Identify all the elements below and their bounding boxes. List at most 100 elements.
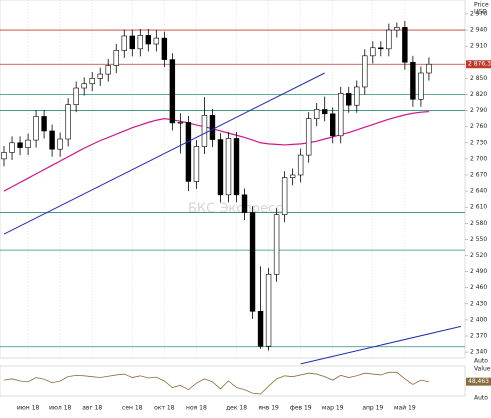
x-tick-label: мар 19 bbox=[322, 405, 344, 412]
y-tick-label: 2 370 bbox=[470, 332, 487, 339]
y-tick-label: 2 910 bbox=[470, 43, 487, 50]
candle-body bbox=[177, 122, 184, 124]
trend-line bbox=[300, 325, 462, 365]
y-tick-label: 2 610 bbox=[470, 204, 487, 211]
trend-line bbox=[3, 72, 325, 235]
candle-body bbox=[217, 139, 224, 196]
y-tick-label: 2 970 bbox=[470, 10, 487, 17]
y-tick-label: 2 760 bbox=[470, 123, 487, 130]
candle-body bbox=[105, 65, 111, 75]
watermark: БКС Экспресс bbox=[188, 202, 282, 217]
y-tick-label: 2 850 bbox=[470, 75, 487, 82]
candle-body bbox=[193, 146, 200, 182]
candle-body bbox=[297, 154, 304, 176]
candle-body bbox=[321, 109, 328, 115]
currency: USD bbox=[474, 9, 487, 16]
y-tick-label: 2 550 bbox=[470, 236, 487, 243]
candle-body bbox=[241, 194, 248, 213]
y-tick-label: 2 790 bbox=[470, 107, 487, 114]
candle-body bbox=[378, 47, 384, 50]
candle-body bbox=[145, 35, 152, 45]
x-tick-label: окт 18 bbox=[154, 405, 175, 412]
candle-body bbox=[89, 78, 95, 85]
candle-body bbox=[169, 59, 176, 124]
candle-body bbox=[225, 138, 232, 196]
x-tick-label: июл 18 bbox=[49, 405, 72, 412]
candle-body bbox=[121, 35, 127, 51]
y-tick-label: 2 730 bbox=[470, 139, 487, 146]
candle-body bbox=[370, 47, 376, 57]
y-tick-label: 2 940 bbox=[470, 27, 487, 34]
candle-body bbox=[273, 214, 280, 275]
candle-body bbox=[73, 87, 79, 105]
x-tick-label: фев 19 bbox=[290, 405, 312, 412]
candle-body bbox=[362, 55, 368, 88]
candle-body bbox=[386, 29, 392, 50]
candle-body bbox=[25, 139, 31, 148]
y-tick-label: 2 400 bbox=[470, 316, 487, 323]
auto-button[interactable]: Auto bbox=[474, 395, 488, 402]
candle-body bbox=[402, 27, 408, 63]
x-tick-label: апр 19 bbox=[362, 405, 383, 412]
candle-body bbox=[249, 212, 256, 312]
candle-body bbox=[330, 113, 336, 137]
oscillator-tag: 48,463 bbox=[466, 377, 491, 386]
candle-body bbox=[418, 72, 424, 100]
auto-button[interactable]: Auto bbox=[474, 358, 488, 365]
oscillator-line bbox=[3, 371, 429, 395]
y-tick-label: 2 340 bbox=[470, 349, 487, 356]
y-tick-label: 2 820 bbox=[470, 91, 487, 98]
candle-body bbox=[129, 35, 135, 50]
candle-body bbox=[41, 116, 47, 132]
last-price-label: 2 876,3 bbox=[468, 61, 491, 68]
x-tick-label: май 19 bbox=[394, 405, 416, 412]
plot bbox=[0, 0, 465, 358]
oscillator-last-label: 48,463 bbox=[468, 378, 489, 385]
candle-body bbox=[33, 116, 39, 141]
candle-body bbox=[346, 93, 352, 106]
y-tick-label: 2 520 bbox=[470, 252, 487, 259]
candle-body bbox=[97, 73, 103, 79]
candle-body bbox=[49, 130, 55, 150]
candle-body bbox=[153, 37, 160, 45]
moving-average bbox=[3, 111, 429, 192]
x-tick-label: июн 18 bbox=[17, 405, 40, 412]
candle-body bbox=[17, 142, 23, 148]
oscillator-area bbox=[0, 365, 466, 397]
candle-body bbox=[113, 50, 119, 66]
y-tick-label: 2 460 bbox=[470, 284, 487, 291]
oscillator-header: Value bbox=[474, 366, 491, 373]
candle-body bbox=[426, 63, 432, 74]
y-tick-label: 2 700 bbox=[470, 155, 487, 162]
y-tick-label: 2 580 bbox=[470, 220, 487, 227]
y-tick-label: 2 640 bbox=[470, 188, 487, 195]
candle-body bbox=[81, 83, 87, 89]
candle-body bbox=[265, 273, 272, 347]
y-tick-label: 2 490 bbox=[470, 268, 487, 275]
candle-body bbox=[289, 174, 296, 178]
x-tick-label: янв 19 bbox=[258, 405, 279, 412]
candle-body bbox=[201, 115, 208, 147]
x-tick-label: дек 18 bbox=[226, 405, 247, 412]
y-tick-label: 2 670 bbox=[470, 171, 487, 178]
last-price-tag bbox=[466, 60, 491, 69]
candle-body bbox=[410, 61, 416, 100]
candle-body bbox=[1, 152, 7, 160]
candle-body bbox=[281, 177, 288, 215]
candle-body bbox=[313, 109, 320, 119]
candle-body bbox=[57, 138, 63, 150]
oscillator-tag-box bbox=[466, 377, 491, 386]
y-tick-label: 2 430 bbox=[470, 300, 487, 307]
candle-body bbox=[233, 138, 240, 196]
candle-body bbox=[394, 27, 400, 31]
candle-body bbox=[161, 37, 168, 60]
candle-body bbox=[305, 118, 312, 156]
candle-body bbox=[185, 122, 192, 182]
candle-body bbox=[9, 142, 15, 153]
price-header: Price bbox=[474, 2, 489, 9]
plot-area bbox=[0, 0, 466, 359]
candle-body bbox=[354, 86, 360, 106]
candle-body bbox=[257, 311, 264, 347]
x-tick-label: ноя 18 bbox=[186, 405, 207, 412]
